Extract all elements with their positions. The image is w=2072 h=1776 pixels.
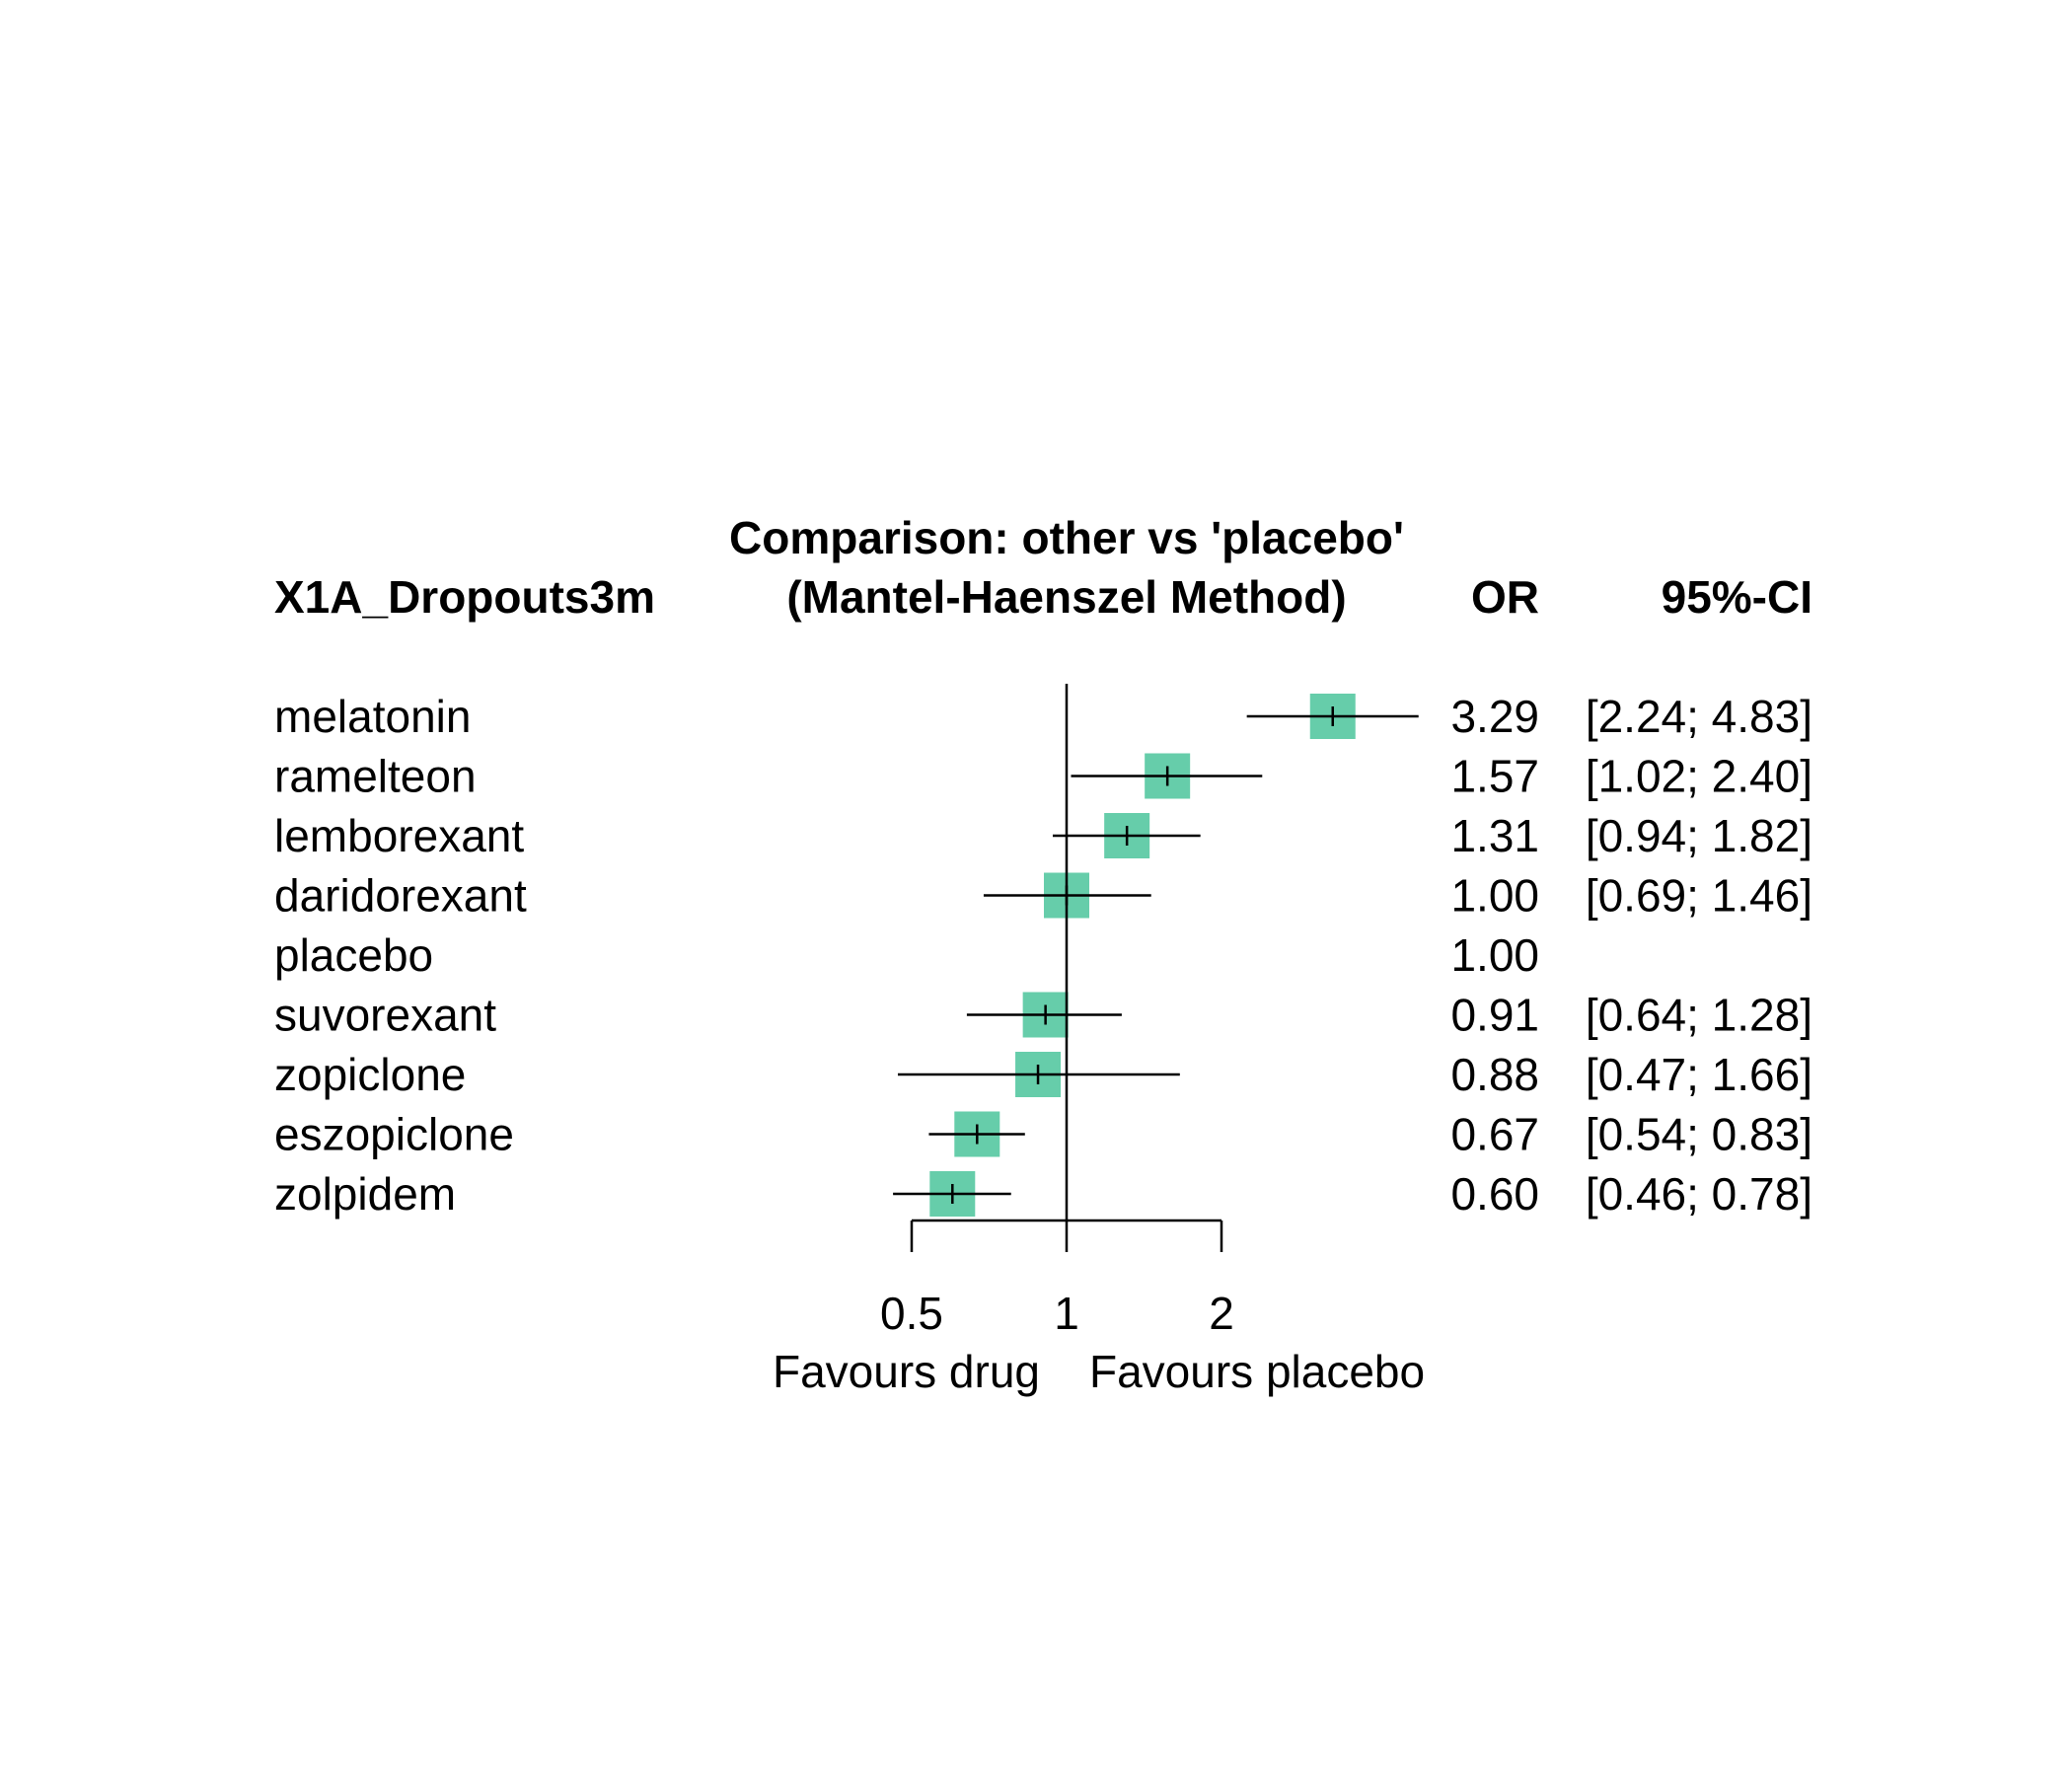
row-label: placebo — [274, 929, 433, 981]
or-value: 1.57 — [1450, 751, 1539, 802]
ci-value: [0.94; 1.82] — [1586, 810, 1813, 861]
or-value: 0.88 — [1450, 1049, 1539, 1100]
ci-value: [0.46; 0.78] — [1586, 1168, 1813, 1220]
row-label: melatonin — [274, 691, 471, 742]
x-tick-label: 0.5 — [880, 1288, 943, 1339]
or-value: 0.60 — [1450, 1168, 1539, 1220]
forest-marks — [893, 694, 1419, 1217]
row-label: zopiclone — [274, 1049, 466, 1100]
or-value: 3.29 — [1450, 691, 1539, 742]
ci-value: [2.24; 4.83] — [1586, 691, 1813, 742]
row-label: suvorexant — [274, 990, 496, 1041]
forest-rows: melatonin 3.29 [2.24; 4.83] ramelteon 1.57 [1… — [274, 691, 1813, 1220]
row-label: lemborexant — [274, 810, 524, 861]
or-value: 0.67 — [1450, 1109, 1539, 1160]
plot-title: Comparison: other vs 'placebo' — [729, 512, 1404, 563]
ci-value: [0.64; 1.28] — [1586, 990, 1813, 1041]
ci-value: [0.47; 1.66] — [1586, 1049, 1813, 1100]
favours-placebo-label: Favours placebo — [1089, 1346, 1425, 1397]
row-label: eszopiclone — [274, 1109, 514, 1160]
ci-column-header: 95%-CI — [1662, 571, 1813, 623]
row-label: daridorexant — [274, 870, 527, 922]
or-value: 1.00 — [1450, 929, 1539, 981]
ci-value: [1.02; 2.40] — [1586, 751, 1813, 802]
or-column-header: OR — [1471, 571, 1539, 623]
x-axis: 0.5 1 2 — [880, 1219, 1234, 1339]
x-tick-label: 2 — [1209, 1288, 1234, 1339]
favours-drug-label: Favours drug — [773, 1346, 1040, 1397]
row-label: zolpidem — [274, 1168, 456, 1220]
outcome-header: X1A_Dropouts3m — [274, 571, 655, 623]
or-value: 0.91 — [1450, 990, 1539, 1041]
ci-value: [0.54; 0.83] — [1586, 1109, 1813, 1160]
row-label: ramelteon — [274, 751, 477, 802]
x-tick-label: 1 — [1054, 1288, 1079, 1339]
method-subtitle: (Mantel-Haenszel Method) — [786, 571, 1346, 623]
ci-value: [0.69; 1.46] — [1586, 870, 1813, 922]
or-value: 1.31 — [1450, 810, 1539, 861]
or-value: 1.00 — [1450, 870, 1539, 922]
